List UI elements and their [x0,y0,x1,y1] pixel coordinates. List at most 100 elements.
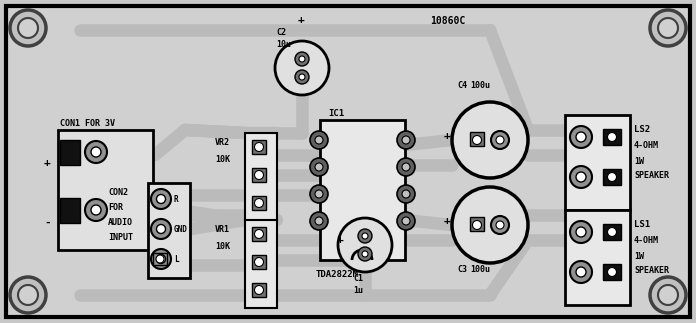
Circle shape [299,74,305,80]
Circle shape [358,229,372,243]
Circle shape [576,227,586,237]
Circle shape [295,52,309,66]
Text: C4: C4 [457,81,467,90]
Text: INPUT: INPUT [108,233,133,242]
Bar [252,227,266,241]
Circle shape [151,249,171,269]
Circle shape [362,233,368,239]
Text: FOR: FOR [108,203,123,212]
Text: +: + [337,235,344,245]
Circle shape [275,41,329,95]
Circle shape [473,221,482,230]
Circle shape [299,56,305,62]
Circle shape [85,141,107,163]
Text: SPEAKER: SPEAKER [634,171,669,180]
Bar [603,224,621,240]
Circle shape [157,224,166,234]
Circle shape [397,212,415,230]
Text: L: L [174,255,179,265]
Circle shape [310,131,328,149]
Circle shape [570,166,592,188]
Bar [148,183,190,278]
Circle shape [402,136,410,144]
Circle shape [496,221,504,229]
Bar [603,129,621,145]
Bar [245,220,277,308]
Circle shape [402,163,410,171]
Text: 100u: 100u [470,265,490,274]
Circle shape [658,18,678,38]
Circle shape [338,218,392,272]
Circle shape [91,205,101,215]
Circle shape [315,217,323,225]
Text: 100u: 100u [470,81,490,90]
Text: 10860C: 10860C [430,16,465,26]
Circle shape [10,277,46,313]
Text: CON1 FOR 3V: CON1 FOR 3V [60,119,115,128]
Bar [320,120,405,260]
Text: LS1: LS1 [634,220,650,229]
Bar [603,169,621,185]
Text: C3: C3 [457,265,467,274]
Circle shape [315,190,323,198]
Circle shape [315,136,323,144]
Circle shape [650,10,686,46]
Circle shape [310,185,328,203]
Circle shape [402,217,410,225]
Circle shape [310,158,328,176]
Circle shape [255,199,264,207]
Circle shape [157,194,166,203]
Bar [603,264,621,280]
Text: 1u: 1u [353,286,363,295]
Circle shape [576,132,586,142]
Circle shape [608,172,617,182]
Circle shape [295,70,309,84]
Circle shape [570,221,592,243]
Circle shape [491,131,509,149]
Circle shape [397,131,415,149]
Circle shape [156,255,164,263]
Bar [245,133,277,221]
Bar [153,253,167,265]
Text: VR2: VR2 [215,138,230,147]
Circle shape [255,257,264,266]
Text: 4-OHM: 4-OHM [634,141,659,150]
Circle shape [658,285,678,305]
Text: AUDIO: AUDIO [108,218,133,227]
Text: SPEAKER: SPEAKER [634,266,669,275]
Text: 10u: 10u [276,40,291,49]
Circle shape [151,189,171,209]
Circle shape [608,227,617,236]
Circle shape [402,190,410,198]
Bar [252,255,266,269]
Circle shape [151,219,171,239]
Text: +: + [444,131,451,141]
Circle shape [452,102,528,178]
Text: 1W: 1W [634,157,644,166]
Text: +: + [298,15,305,25]
Bar [252,168,266,182]
Circle shape [576,267,586,277]
Text: LS2: LS2 [634,125,650,134]
Circle shape [473,136,482,144]
Text: VR1: VR1 [215,225,230,234]
Circle shape [650,277,686,313]
Circle shape [576,172,586,182]
Circle shape [10,10,46,46]
Bar [60,140,80,165]
Circle shape [397,185,415,203]
Circle shape [452,187,528,263]
Circle shape [157,255,166,264]
Text: TDA2822M: TDA2822M [316,270,359,279]
Circle shape [358,247,372,261]
Text: GND: GND [174,225,188,234]
Circle shape [18,18,38,38]
Bar [470,132,484,146]
Text: +: + [44,158,51,168]
Circle shape [608,132,617,141]
Text: +: + [444,216,451,226]
Circle shape [362,251,368,257]
Bar [252,283,266,297]
Circle shape [491,216,509,234]
Circle shape [255,142,264,151]
